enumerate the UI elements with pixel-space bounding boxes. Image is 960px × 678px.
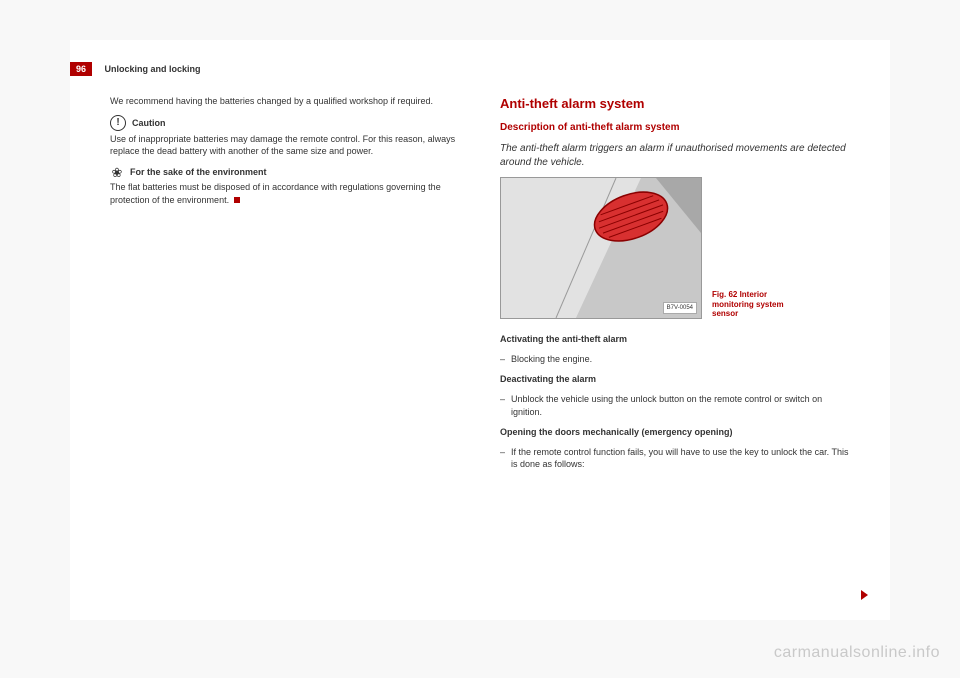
environment-heading: ❀ For the sake of the environment <box>110 165 460 179</box>
environment-icon: ❀ <box>110 165 124 179</box>
figure-caption: Fig. 62 Interior monitoring system senso… <box>712 290 802 319</box>
content-columns: We recommend having the batteries change… <box>110 95 850 600</box>
caution-icon: ! <box>110 115 126 131</box>
end-of-topic-icon <box>234 197 240 203</box>
dash-bullet: – <box>500 353 505 365</box>
lead-sentence: The anti-theft alarm triggers an alarm i… <box>500 142 850 169</box>
right-column: Anti-theft alarm system Description of a… <box>500 95 850 600</box>
list-item: – If the remote control function fails, … <box>500 446 850 470</box>
caution-label: Caution <box>132 117 166 129</box>
activate-heading: Activating the anti-theft alarm <box>500 333 850 345</box>
list-item: – Unblock the vehicle using the unlock b… <box>500 393 850 417</box>
figure-block: B7V-0054 Fig. 62 Interior monitoring sys… <box>500 177 850 319</box>
caution-heading: ! Caution <box>110 115 460 131</box>
mech-heading: Opening the doors mechanically (emergenc… <box>500 426 850 438</box>
continued-arrow-icon <box>861 590 868 600</box>
figure-code: B7V-0054 <box>663 302 697 314</box>
manual-page: 96 Unlocking and locking We recommend ha… <box>70 40 890 620</box>
page-number-tab: 96 <box>70 62 92 76</box>
environment-body: The flat batteries must be disposed of i… <box>110 181 460 205</box>
subsection-title: Description of anti-theft alarm system <box>500 121 850 135</box>
activate-item: Blocking the engine. <box>511 353 592 365</box>
mech-item: If the remote control function fails, yo… <box>511 446 850 470</box>
watermark: carmanualsonline.info <box>774 644 940 662</box>
section-title: Anti-theft alarm system <box>500 95 850 113</box>
figure-image: B7V-0054 <box>500 177 702 319</box>
page-header: 96 Unlocking and locking <box>70 60 890 78</box>
intro-paragraph: We recommend having the batteries change… <box>110 95 460 107</box>
deactivate-item: Unblock the vehicle using the unlock but… <box>511 393 850 417</box>
dash-bullet: – <box>500 393 505 417</box>
dash-bullet: – <box>500 446 505 470</box>
left-column: We recommend having the batteries change… <box>110 95 460 600</box>
sensor-illustration <box>501 178 701 318</box>
list-item: – Blocking the engine. <box>500 353 850 365</box>
deactivate-heading: Deactivating the alarm <box>500 373 850 385</box>
section-running-head: Unlocking and locking <box>104 64 200 74</box>
environment-label: For the sake of the environment <box>130 166 267 178</box>
caution-body: Use of inappropriate batteries may damag… <box>110 133 460 157</box>
